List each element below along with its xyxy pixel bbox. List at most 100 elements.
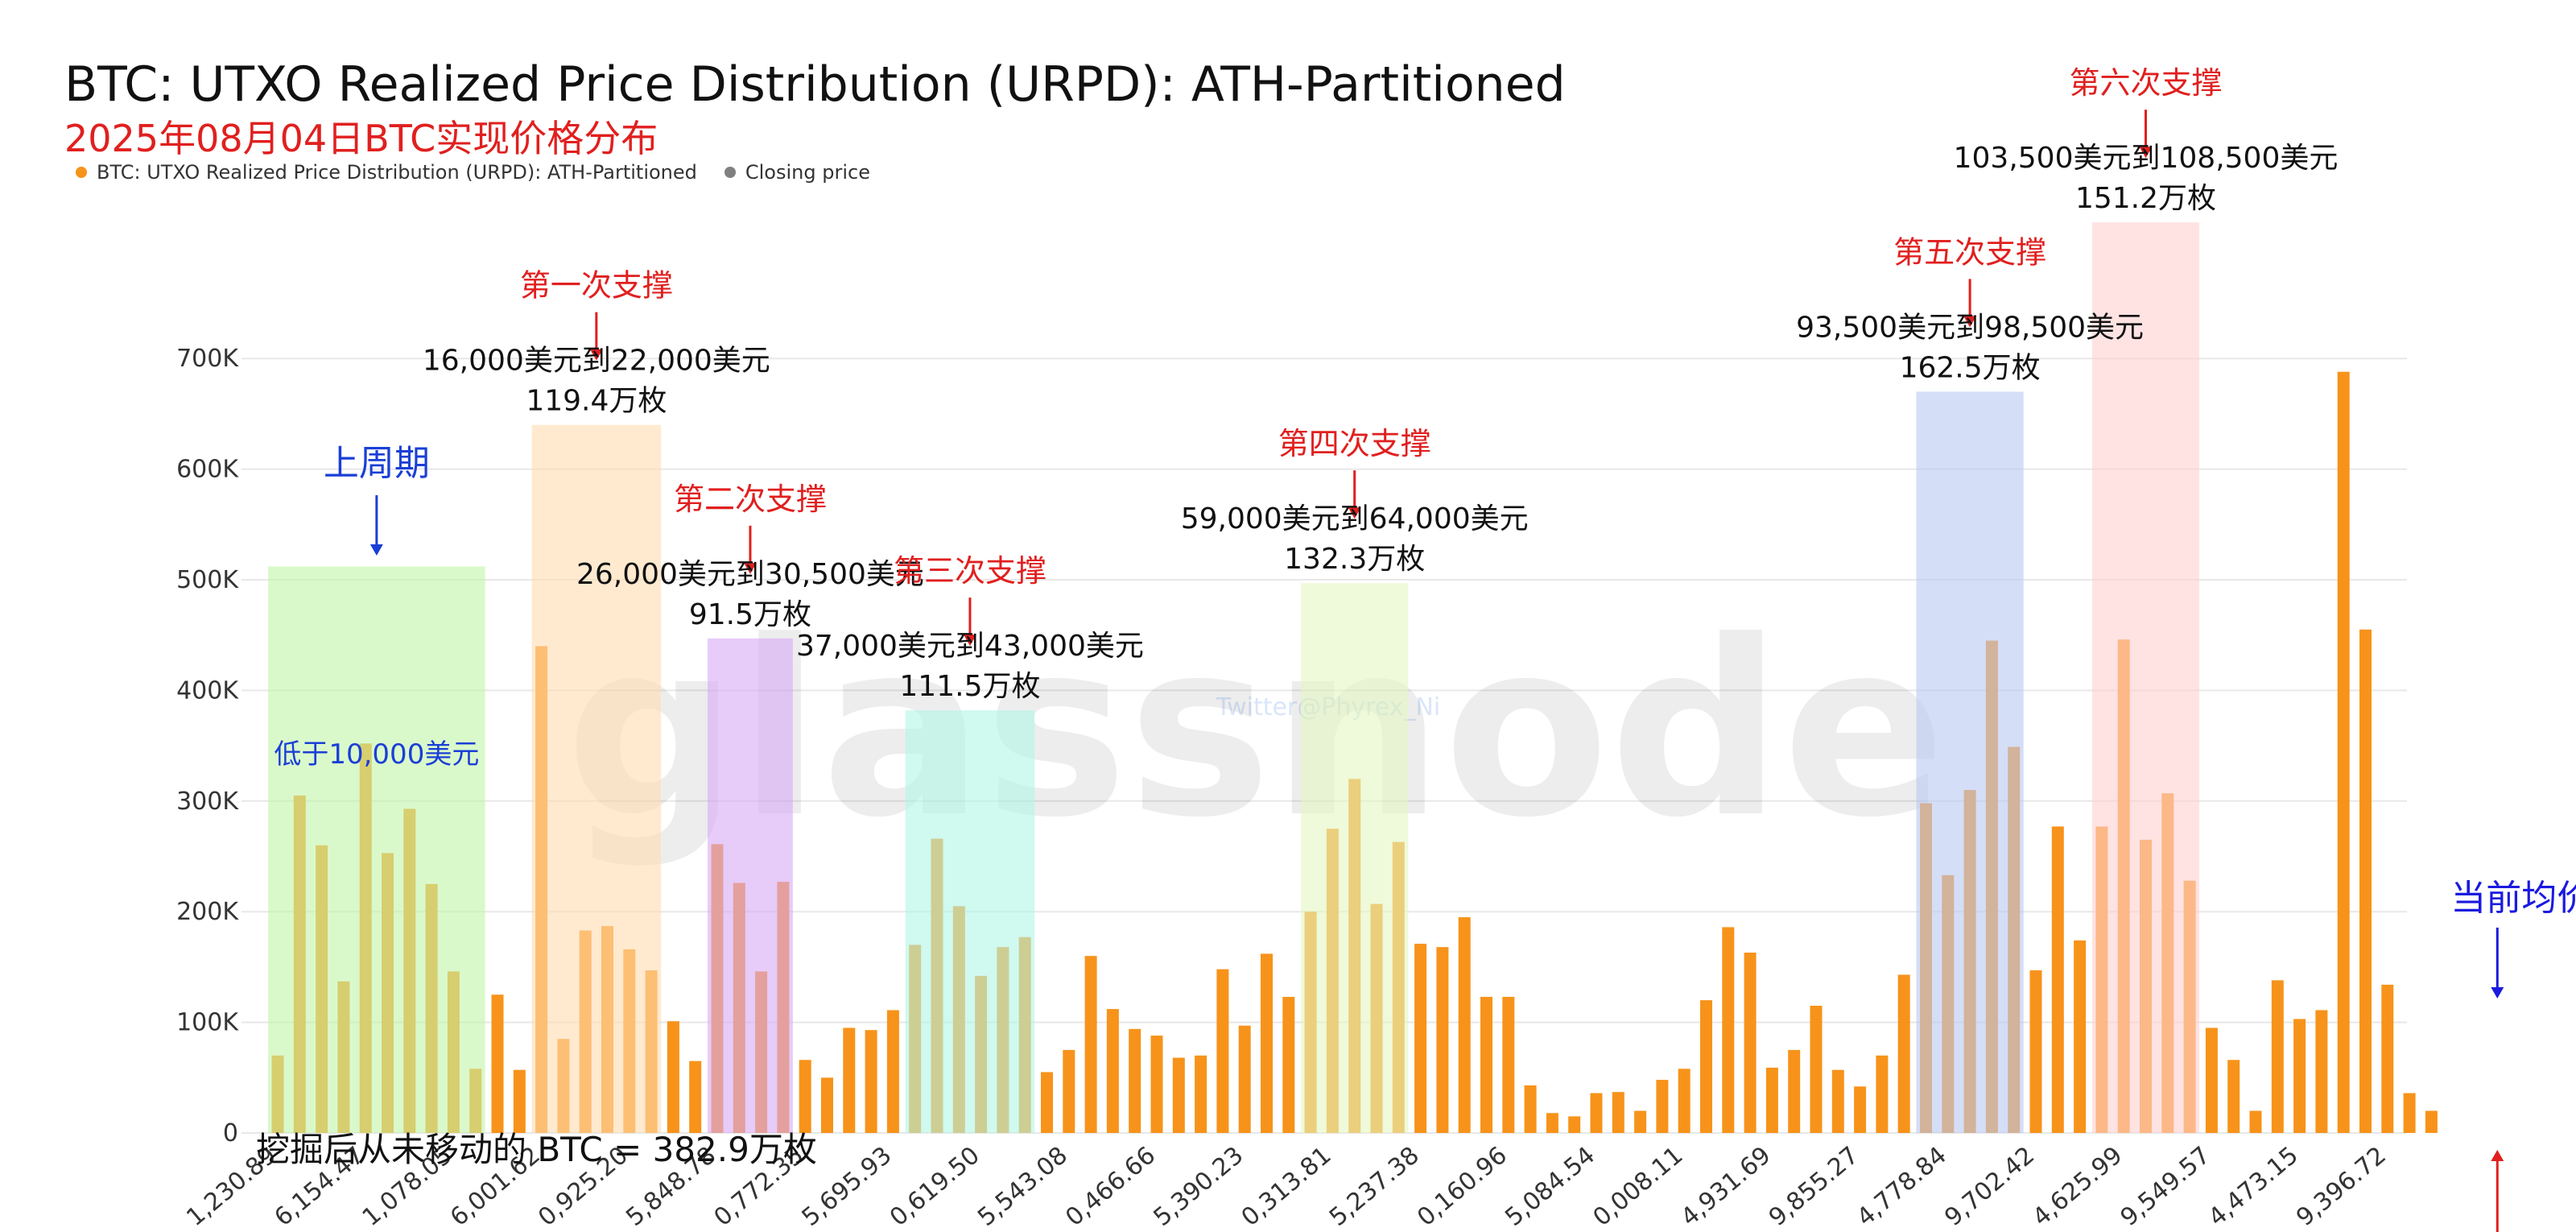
urpd-bar[interactable] <box>2205 1027 2218 1133</box>
x-tick-label: 0,619.50 <box>885 1141 985 1232</box>
support-arrow-1-head <box>589 349 603 361</box>
support-range-shading <box>268 222 2200 1133</box>
y-tick-label: 600K <box>176 456 239 484</box>
urpd-bar[interactable] <box>2337 371 2350 1133</box>
urpd-bar[interactable] <box>513 1069 526 1133</box>
y-tick-label: 700K <box>176 345 239 373</box>
support-price-4: 59,000美元到64,000美元 <box>1181 502 1529 535</box>
urpd-bar[interactable] <box>1810 1005 1823 1133</box>
urpd-bar[interactable] <box>1634 1110 1647 1133</box>
urpd-bar[interactable] <box>1480 996 1492 1133</box>
urpd-bar[interactable] <box>1831 1069 1844 1133</box>
urpd-bar[interactable] <box>799 1060 811 1133</box>
legend-label-closing-price: Closing price <box>745 161 870 184</box>
support-arrow-6-head <box>2139 147 2153 159</box>
urpd-bar[interactable] <box>2293 1019 2306 1133</box>
urpd-bar[interactable] <box>1876 1055 1889 1133</box>
urpd-bar[interactable] <box>1436 947 1449 1133</box>
x-tick-label: 0,160.96 <box>1412 1141 1513 1232</box>
support-price-6: 103,500美元到108,500美元 <box>1954 142 2339 175</box>
urpd-bar[interactable] <box>1282 996 1295 1133</box>
urpd-bar[interactable] <box>2029 970 2042 1133</box>
support-price-3: 37,000美元到43,000美元 <box>796 630 1144 663</box>
support-price-2: 26,000美元到30,500美元 <box>576 558 924 591</box>
urpd-bar[interactable] <box>1854 1086 1867 1133</box>
urpd-bar[interactable] <box>1722 927 1735 1133</box>
urpd-bar[interactable] <box>865 1030 877 1133</box>
urpd-bar[interactable] <box>1546 1113 1558 1133</box>
x-tick-label: 4,778.84 <box>1852 1141 1952 1232</box>
urpd-bar[interactable] <box>2425 1110 2438 1133</box>
support-label-5: 第五次支撑 <box>1893 234 2046 270</box>
urpd-bar[interactable] <box>2381 984 2394 1133</box>
urpd-bar[interactable] <box>1765 1067 1778 1133</box>
urpd-bar[interactable] <box>1084 956 1097 1133</box>
support-coins-3: 111.5万枚 <box>899 670 1040 703</box>
urpd-bar[interactable] <box>2249 1110 2262 1133</box>
support-coins-5: 162.5万枚 <box>1900 351 2041 384</box>
urpd-bar[interactable] <box>1106 1009 1119 1133</box>
watermark: glassnode Twitter@Phyrex_Ni <box>565 589 1946 870</box>
urpd-bar[interactable] <box>1414 944 1427 1133</box>
urpd-bar[interactable] <box>1897 974 1910 1133</box>
urpd-bar[interactable] <box>689 1060 702 1133</box>
y-tick-label: 400K <box>176 676 239 705</box>
urpd-bar[interactable] <box>1041 1072 1053 1133</box>
urpd-bar[interactable] <box>2403 1093 2416 1133</box>
urpd-bar[interactable] <box>1150 1036 1163 1133</box>
urpd-bar[interactable] <box>1656 1080 1669 1133</box>
urpd-bar[interactable] <box>1788 1049 1801 1133</box>
support-range-2 <box>531 424 662 1133</box>
urpd-bar[interactable] <box>1568 1116 1581 1133</box>
legend: BTC: UTXO Realized Price Distribution (U… <box>76 161 886 184</box>
support-range-3 <box>708 638 793 1133</box>
urpd-bar[interactable] <box>1590 1093 1603 1133</box>
prev-cycle-arrow-head <box>369 544 383 556</box>
x-tick-label: 0,008.11 <box>1588 1141 1689 1232</box>
urpd-bar[interactable] <box>667 1021 679 1133</box>
urpd-bar[interactable] <box>2051 826 2064 1133</box>
urpd-bar[interactable] <box>491 994 504 1133</box>
urpd-bar[interactable] <box>2074 940 2087 1133</box>
urpd-bar[interactable] <box>2359 629 2372 1133</box>
support-range-5 <box>1301 583 1409 1133</box>
urpd-bar[interactable] <box>2227 1060 2240 1133</box>
support-coins-6: 151.2万枚 <box>2075 182 2216 215</box>
urpd-bar[interactable] <box>1458 917 1471 1133</box>
urpd-bar[interactable] <box>1063 1049 1075 1133</box>
urpd-bar[interactable] <box>821 1077 833 1133</box>
unmoved-btc-note: 挖掘后从未移动的 BTC = 382.9万枚 <box>256 1130 817 1169</box>
legend-item-closing-price[interactable]: Closing price <box>724 161 870 184</box>
support-label-4: 第四次支撑 <box>1278 426 1431 461</box>
urpd-bar[interactable] <box>1700 1000 1712 1133</box>
urpd-bar[interactable] <box>1238 1025 1251 1133</box>
x-tick-label: 0,313.81 <box>1236 1141 1337 1232</box>
urpd-bar[interactable] <box>1195 1055 1208 1133</box>
urpd-bar[interactable] <box>1129 1028 1141 1133</box>
support-arrow-5-head <box>1963 316 1977 328</box>
urpd-bar[interactable] <box>1502 996 1515 1133</box>
x-tick-label: 9,855.27 <box>1764 1141 1864 1232</box>
urpd-bar[interactable] <box>886 1010 899 1133</box>
urpd-bar[interactable] <box>2271 980 2284 1133</box>
urpd-bar[interactable] <box>1612 1092 1624 1133</box>
watermark-glassnode: glassnode <box>565 589 1946 870</box>
urpd-bar[interactable] <box>1172 1057 1185 1133</box>
urpd-bar[interactable] <box>1216 969 1229 1133</box>
urpd-bar[interactable] <box>1261 953 1273 1133</box>
x-tick-label: 9,702.42 <box>1939 1141 2040 1232</box>
legend-swatch-urpd <box>76 167 87 178</box>
support-range-7 <box>2091 222 2200 1133</box>
urpd-bar[interactable] <box>1744 953 1757 1133</box>
urpd-bar[interactable] <box>1524 1085 1537 1133</box>
urpd-bar[interactable] <box>843 1027 856 1133</box>
x-tick-label: 9,396.72 <box>2291 1141 2392 1232</box>
x-tick-label: 4,625.99 <box>2028 1141 2128 1232</box>
y-tick-label: 200K <box>176 898 239 926</box>
urpd-bar[interactable] <box>2315 1010 2328 1133</box>
support-arrow-2-head <box>743 562 757 574</box>
y-tick-label: 500K <box>176 566 239 594</box>
urpd-bar[interactable] <box>1678 1069 1690 1133</box>
legend-item-urpd[interactable]: BTC: UTXO Realized Price Distribution (U… <box>76 161 697 184</box>
